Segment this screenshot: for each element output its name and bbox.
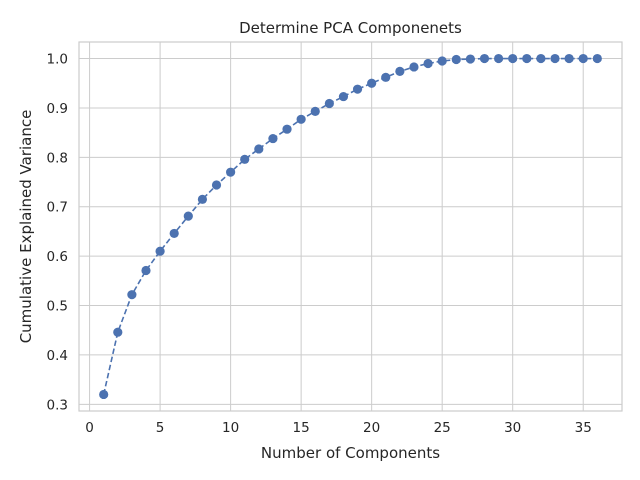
data-points bbox=[99, 53, 602, 400]
data-point bbox=[338, 91, 349, 102]
y-tick-label: 0.8 bbox=[47, 150, 68, 166]
x-tick-label: 30 bbox=[504, 420, 521, 436]
x-tick-label: 15 bbox=[293, 420, 310, 436]
data-point bbox=[536, 53, 546, 64]
data-point bbox=[282, 124, 292, 134]
data-point bbox=[451, 54, 461, 65]
x-tick-label: 20 bbox=[363, 420, 380, 436]
y-tick-label: 0.5 bbox=[47, 299, 68, 315]
y-tick-label: 0.7 bbox=[47, 200, 68, 216]
data-point bbox=[423, 58, 433, 69]
data-point bbox=[367, 78, 377, 88]
data-point bbox=[141, 265, 151, 276]
x-tick-label: 5 bbox=[156, 420, 165, 436]
data-point bbox=[550, 53, 560, 64]
data-point bbox=[211, 180, 222, 190]
y-tick-label: 0.9 bbox=[47, 101, 68, 117]
data-point bbox=[169, 228, 179, 239]
data-point bbox=[493, 53, 504, 64]
plot-frame bbox=[78, 41, 623, 412]
grid bbox=[79, 42, 622, 411]
y-tick-label: 0.3 bbox=[47, 397, 68, 413]
x-tick-label: 25 bbox=[434, 420, 451, 436]
data-point bbox=[296, 114, 306, 124]
data-point bbox=[155, 246, 165, 256]
data-point bbox=[183, 211, 193, 221]
data-point bbox=[268, 133, 278, 144]
data-point bbox=[592, 53, 602, 64]
data-point bbox=[352, 84, 363, 94]
y-tick-label: 0.6 bbox=[47, 249, 68, 265]
data-point bbox=[479, 53, 490, 64]
data-point bbox=[310, 106, 320, 117]
data-point bbox=[197, 194, 208, 204]
data-point bbox=[254, 144, 264, 154]
data-point bbox=[508, 53, 518, 64]
data-point bbox=[113, 327, 123, 337]
data-point bbox=[465, 54, 475, 64]
data-point bbox=[437, 56, 447, 66]
data-point bbox=[127, 290, 137, 300]
y-tick-label: 1.0 bbox=[47, 52, 68, 68]
data-point bbox=[324, 98, 334, 109]
data-point bbox=[381, 72, 391, 82]
data-point bbox=[409, 62, 419, 72]
data-point bbox=[226, 167, 236, 177]
chart-title: Determine PCA Componenets bbox=[239, 19, 462, 37]
series-line bbox=[102, 57, 598, 395]
x-tick-labels: 0 5 10 15 20 25 30 35 bbox=[85, 420, 592, 436]
data-point bbox=[564, 53, 574, 64]
data-point bbox=[240, 154, 250, 164]
y-axis-label: Cumulative Explained Variance bbox=[17, 110, 35, 344]
data-point bbox=[395, 66, 405, 76]
x-axis-label: Number of Components bbox=[261, 444, 440, 462]
x-tick-label: 0 bbox=[85, 420, 94, 436]
y-tick-labels: 0.3 0.4 0.5 0.6 0.7 0.8 0.9 1.0 bbox=[47, 52, 68, 414]
data-point bbox=[99, 389, 109, 400]
data-point bbox=[578, 53, 588, 64]
x-tick-label: 10 bbox=[222, 420, 239, 436]
x-tick-label: 35 bbox=[575, 420, 592, 436]
data-point bbox=[522, 53, 532, 64]
y-tick-label: 0.4 bbox=[47, 348, 68, 364]
